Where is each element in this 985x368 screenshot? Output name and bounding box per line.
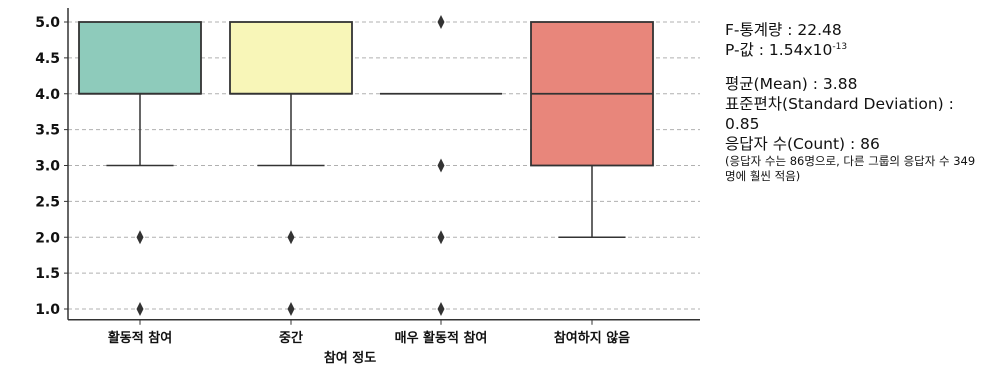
boxplot-chart: 1.0 1.5 2.0 2.5 3.0 3.5 4.0 4.5 5.0 활동적 참여 중간 매우 활동… <box>35 8 700 366</box>
box-group <box>78 21 202 316</box>
y-tick-label: 2.0 <box>35 230 60 246</box>
axes: 1.0 1.5 2.0 2.5 3.0 3.5 4.0 4.5 5.0 활동적 참여 중간 매우 활동… <box>35 8 700 346</box>
outlier-point <box>287 230 295 245</box>
box-body <box>78 21 202 95</box>
box-group <box>229 21 353 316</box>
y-tick-label: 4.5 <box>35 51 60 67</box>
outlier-point <box>437 158 445 173</box>
x-tick-label: 활동적 참여 <box>108 330 172 346</box>
box-body <box>229 21 353 95</box>
y-tick-label: 1.0 <box>35 302 60 318</box>
x-tick-label: 매우 활동적 참여 <box>395 330 488 346</box>
y-tick-label: 1.5 <box>35 266 60 282</box>
count-value: 응답자 수(Count) : 86 <box>725 135 880 153</box>
x-axis-label: 참여 정도 <box>324 350 376 366</box>
outlier-point <box>437 302 445 316</box>
p-value: P-값 : 1.54x10-13 <box>725 40 980 60</box>
y-tick-label: 3.5 <box>35 123 60 139</box>
f-statistic: F-통계량 : 22.48 <box>725 21 842 39</box>
outlier-point <box>437 230 445 245</box>
p-value-base: P-값 : 1.54x10 <box>725 41 833 59</box>
std-label: 표준편차(Standard Deviation) : <box>725 95 954 113</box>
outlier-point <box>287 302 295 316</box>
count-note: (응답자 수는 86명으로, 다른 그룹의 응답자 수 349명에 훨씬 적음) <box>725 154 976 183</box>
box-group <box>380 15 502 316</box>
x-tick-label: 참여하지 않음 <box>554 330 630 346</box>
y-tick-label: 4.0 <box>35 87 60 103</box>
box-group <box>530 21 654 238</box>
y-tick-label: 2.5 <box>35 194 60 210</box>
y-tick-label: 5.0 <box>35 15 60 31</box>
x-tick-label: 중간 <box>279 330 303 346</box>
std-value: 0.85 <box>725 115 760 133</box>
mean-value: 평균(Mean) : 3.88 <box>725 75 858 93</box>
outlier-point <box>136 230 144 245</box>
p-value-exponent: -13 <box>832 41 848 52</box>
y-tick-label: 3.0 <box>35 159 60 175</box>
outlier-point <box>437 15 445 29</box>
outlier-point <box>136 302 144 316</box>
boxes <box>78 15 654 316</box>
stats-panel: F-통계량 : 22.48 P-값 : 1.54x10-13 평균(Mean) … <box>725 20 980 184</box>
